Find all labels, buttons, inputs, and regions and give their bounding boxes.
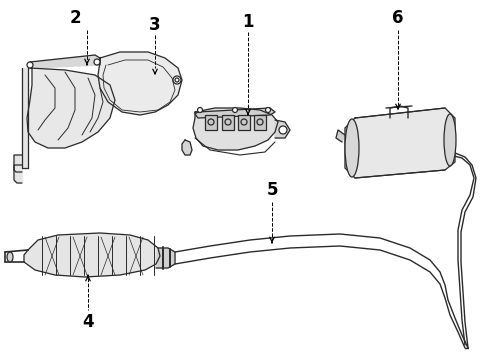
- Polygon shape: [195, 108, 275, 118]
- Polygon shape: [222, 115, 234, 130]
- Ellipse shape: [7, 252, 13, 262]
- Circle shape: [94, 59, 100, 65]
- Polygon shape: [14, 155, 22, 172]
- Polygon shape: [254, 115, 266, 130]
- Circle shape: [27, 62, 33, 68]
- Text: 1: 1: [242, 13, 254, 31]
- Circle shape: [279, 126, 287, 134]
- Polygon shape: [30, 55, 100, 68]
- Polygon shape: [182, 140, 192, 155]
- Polygon shape: [238, 115, 250, 130]
- Ellipse shape: [444, 114, 456, 166]
- Polygon shape: [205, 115, 217, 130]
- Circle shape: [197, 108, 202, 112]
- Polygon shape: [345, 108, 455, 178]
- Text: 4: 4: [82, 313, 94, 331]
- Polygon shape: [98, 52, 182, 115]
- Polygon shape: [336, 130, 345, 142]
- Circle shape: [266, 108, 270, 112]
- Text: 3: 3: [149, 16, 161, 34]
- Circle shape: [232, 108, 238, 112]
- Polygon shape: [275, 120, 290, 138]
- Text: 2: 2: [69, 9, 81, 27]
- Text: 6: 6: [392, 9, 404, 27]
- Polygon shape: [22, 68, 28, 168]
- Text: 5: 5: [266, 181, 278, 199]
- Ellipse shape: [345, 119, 359, 177]
- Polygon shape: [27, 68, 115, 148]
- Polygon shape: [156, 248, 175, 268]
- Polygon shape: [193, 108, 278, 150]
- Polygon shape: [14, 165, 22, 183]
- Circle shape: [173, 76, 181, 84]
- Polygon shape: [24, 233, 160, 277]
